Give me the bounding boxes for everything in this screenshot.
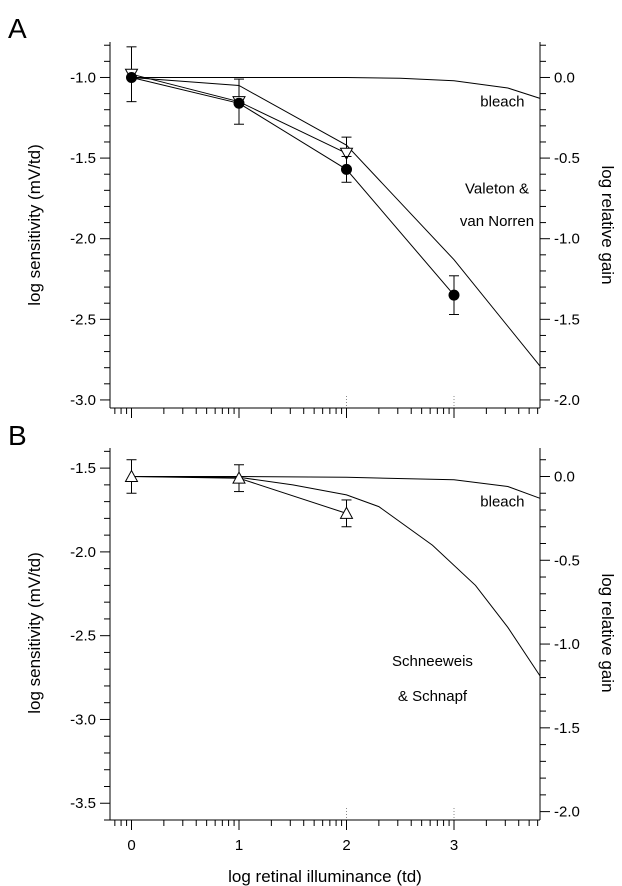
series-line-0: [131, 476, 541, 499]
y-tick-label: -2.0: [70, 231, 96, 248]
data-point-open-triangle-up: [232, 471, 246, 484]
right-tick-label: -0.5: [554, 552, 580, 569]
data-point-filled-circle: [233, 97, 245, 109]
right-tick-label: 0.0: [554, 468, 575, 485]
right-tick-label: -1.5: [554, 311, 580, 328]
series-line-1: [131, 476, 541, 677]
x-axis-title: log retinal illuminance (td): [228, 867, 422, 886]
y-tick-label: -1.5: [70, 460, 96, 477]
data-point-open-triangle-down: [339, 147, 354, 161]
x-tick-label: 1: [235, 837, 243, 854]
y-axis-title: log sensitivity (mV/td): [25, 552, 44, 714]
right-tick-label: -1.0: [554, 636, 580, 653]
right-tick-label: -0.5: [554, 150, 580, 167]
y-tick-label: -3.0: [70, 392, 96, 409]
right-axis-title: log relative gain: [598, 573, 617, 692]
data-point-open-triangle-up: [339, 506, 354, 519]
data-point-filled-circle: [126, 71, 137, 83]
series-line-3: [131, 77, 455, 296]
right-tick-label: -2.0: [554, 804, 580, 821]
y-tick-label: -1.0: [70, 69, 96, 86]
y-tick-label: -3.0: [70, 711, 96, 728]
annotation-text: bleach: [480, 494, 524, 511]
panel-label: B: [8, 420, 27, 451]
right-axis-title: log relative gain: [598, 165, 617, 284]
right-tick-label: -1.5: [554, 720, 580, 737]
y-axis-title: log sensitivity (mV/td): [25, 144, 44, 306]
data-point-filled-circle: [448, 289, 460, 301]
annotation-text: Valeton &: [465, 181, 529, 198]
x-tick-label: 2: [342, 837, 350, 854]
annotation-text: bleach: [480, 93, 524, 110]
right-tick-label: 0.0: [554, 69, 575, 86]
data-point-open-triangle-up: [124, 469, 139, 482]
annotation-text: van Norren: [460, 213, 534, 230]
series-line-0: [131, 77, 541, 99]
right-tick-label: -2.0: [554, 392, 580, 409]
annotation-text: & Schnapf: [398, 688, 468, 705]
annotation-text: Schneeweis: [392, 653, 473, 670]
right-tick-label: -1.0: [554, 231, 580, 248]
x-tick-label: 0: [127, 837, 135, 854]
x-tick-label: 3: [450, 837, 458, 854]
y-tick-label: -1.5: [70, 150, 96, 167]
panel-label: A: [8, 13, 27, 44]
data-point-filled-circle: [341, 163, 352, 175]
y-tick-label: -2.0: [70, 544, 96, 561]
y-tick-label: -3.5: [70, 795, 96, 812]
y-tick-label: -2.5: [70, 311, 96, 328]
y-tick-label: -2.5: [70, 628, 96, 645]
